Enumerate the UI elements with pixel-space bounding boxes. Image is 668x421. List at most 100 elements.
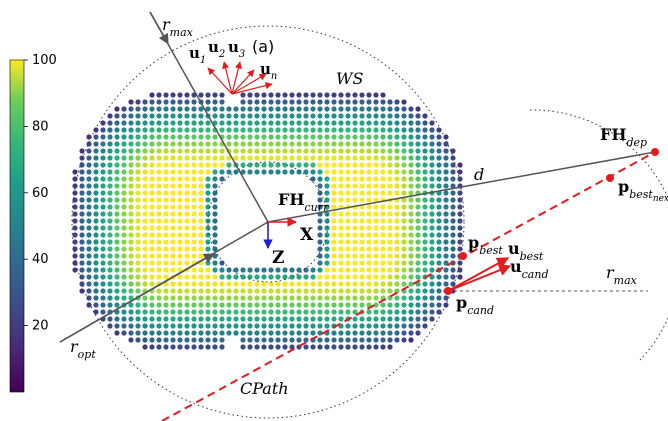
workspace-point [366, 260, 372, 266]
workspace-point [163, 183, 169, 189]
workspace-point [352, 344, 358, 350]
workspace-point [380, 99, 386, 105]
workspace-point [387, 211, 393, 217]
workspace-point [156, 288, 162, 294]
workspace-point [219, 148, 225, 154]
workspace-point [114, 211, 120, 217]
workspace-point [79, 197, 85, 203]
workspace-point [205, 99, 211, 105]
workspace-point [114, 316, 120, 322]
workspace-point [317, 190, 323, 196]
workspace-point [128, 99, 134, 105]
workspace-point [359, 197, 365, 203]
workspace-point [380, 92, 386, 98]
workspace-point [219, 113, 225, 119]
workspace-point [177, 141, 183, 147]
workspace-point [317, 281, 323, 287]
workspace-point [163, 295, 169, 301]
workspace-point [86, 197, 92, 203]
workspace-point [359, 344, 365, 350]
workspace-point [268, 330, 274, 336]
workspace-point [142, 113, 148, 119]
workspace-point [121, 141, 127, 147]
workspace-point [205, 309, 211, 315]
workspace-point [317, 99, 323, 105]
workspace-point [296, 155, 302, 161]
workspace-point [394, 267, 400, 273]
workspace-point [212, 106, 218, 112]
workspace-point [184, 190, 190, 196]
workspace-point [149, 337, 155, 343]
workspace-point [394, 190, 400, 196]
z-axis-label: Z [272, 248, 284, 268]
workspace-point [205, 92, 211, 98]
workspace-point [317, 323, 323, 329]
workspace-point [345, 260, 351, 266]
workspace-point [408, 253, 414, 259]
workspace-point [338, 232, 344, 238]
workspace-point [128, 302, 134, 308]
workspace-point [100, 176, 106, 182]
workspace-point [121, 113, 127, 119]
workspace-point [135, 309, 141, 315]
workspace-point [387, 260, 393, 266]
workspace-point [198, 330, 204, 336]
workspace-point [170, 309, 176, 315]
workspace-point [212, 162, 218, 168]
workspace-point [79, 176, 85, 182]
workspace-point [198, 295, 204, 301]
workspace-point [429, 295, 435, 301]
workspace-point [415, 218, 421, 224]
workspace-point [198, 344, 204, 350]
workspace-point [163, 197, 169, 203]
workspace-point [415, 211, 421, 217]
workspace-point [373, 162, 379, 168]
workspace-point [170, 337, 176, 343]
workspace-point [128, 169, 134, 175]
workspace-point [289, 295, 295, 301]
workspace-point [177, 330, 183, 336]
workspace-point [135, 113, 141, 119]
workspace-point [443, 225, 449, 231]
u-best-label: ubest [508, 239, 544, 263]
workspace-point [275, 127, 281, 133]
workspace-point [142, 337, 148, 343]
workspace-point [436, 274, 442, 280]
workspace-point [212, 204, 218, 210]
workspace-point [149, 281, 155, 287]
workspace-point [268, 169, 274, 175]
workspace-point [205, 204, 211, 210]
workspace-point [219, 169, 225, 175]
workspace-point [310, 120, 316, 126]
workspace-point [296, 169, 302, 175]
workspace-point [170, 253, 176, 259]
workspace-point [233, 302, 239, 308]
workspace-point [408, 225, 414, 231]
workspace-point [156, 148, 162, 154]
workspace-point [79, 211, 85, 217]
workspace-point [261, 288, 267, 294]
workspace-point [149, 302, 155, 308]
workspace-point [191, 330, 197, 336]
workspace-point [107, 197, 113, 203]
workspace-point [331, 260, 337, 266]
workspace-point [450, 197, 456, 203]
workspace-point [128, 239, 134, 245]
workspace-point [247, 92, 253, 98]
workspace-point [79, 239, 85, 245]
workspace-point [331, 127, 337, 133]
workspace-point [72, 225, 78, 231]
workspace-point [324, 302, 330, 308]
workspace-point [415, 239, 421, 245]
workspace-point [331, 162, 337, 168]
workspace-point [429, 183, 435, 189]
workspace-point [121, 330, 127, 336]
workspace-point [303, 134, 309, 140]
workspace-point [156, 211, 162, 217]
workspace-point [93, 267, 99, 273]
workspace-point [233, 155, 239, 161]
workspace-point [163, 162, 169, 168]
workspace-point [240, 155, 246, 161]
workspace-point [436, 155, 442, 161]
workspace-point [191, 281, 197, 287]
